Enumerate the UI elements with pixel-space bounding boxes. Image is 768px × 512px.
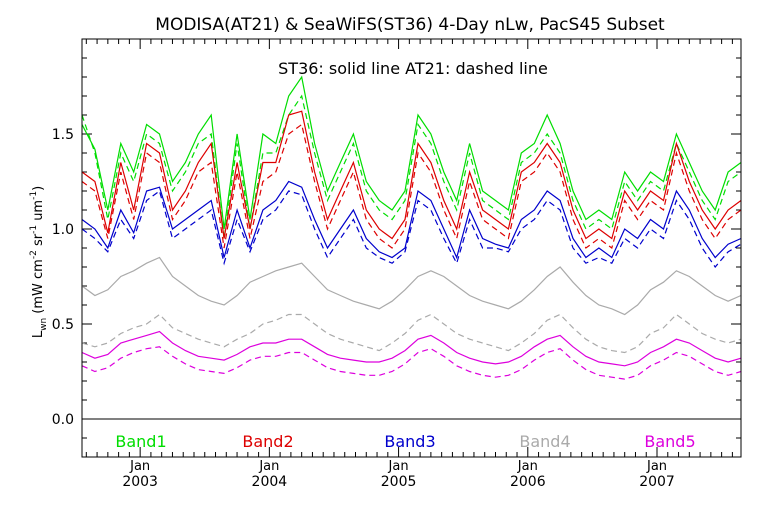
legend-label-2: Band3 (384, 432, 435, 451)
x-month-label-4: Jan (646, 459, 667, 474)
series-line-1 (81, 94, 742, 239)
y-tick-label-2: 1.0 (52, 222, 74, 238)
series-line-5 (81, 189, 742, 268)
plot-frame (81, 38, 742, 458)
series-line-8 (81, 330, 742, 367)
x-month-label-0: Jan (129, 459, 150, 474)
legend-label-1: Band2 (242, 432, 293, 451)
series-line-2 (81, 110, 742, 240)
x-year-label-3: 2006 (510, 474, 546, 490)
series-line-6 (81, 256, 742, 316)
y-tick-label-0: 0.0 (52, 412, 74, 428)
x-year-label-2: 2005 (381, 474, 417, 490)
series-line-3 (81, 123, 742, 250)
series-line-9 (81, 346, 742, 380)
legend-label-0: Band1 (115, 432, 166, 451)
x-year-label-4: 2007 (639, 474, 675, 490)
y-axis-label: Lwn (mW cm-2 sr-1 um-1) (29, 186, 49, 338)
x-month-label-1: Jan (258, 459, 279, 474)
plot-area: 0.00.51.01.5Jan2003Jan2004Jan2005Jan2006… (52, 39, 742, 490)
series-line-0 (81, 75, 742, 230)
y-tick-label-3: 1.5 (52, 127, 74, 143)
legend-label-4: Band5 (644, 432, 695, 451)
chart-title: MODISA(AT21) & SeaWiFS(ST36) 4-Day nLw, … (155, 15, 665, 35)
y-tick-label-1: 0.5 (52, 317, 74, 333)
x-month-label-3: Jan (517, 459, 538, 474)
x-month-label-2: Jan (388, 459, 409, 474)
series-line-7 (81, 313, 742, 354)
x-year-label-1: 2004 (252, 474, 288, 490)
x-year-label-0: 2003 (122, 474, 158, 490)
series-line-4 (81, 180, 742, 260)
legend-label-3: Band4 (519, 432, 570, 451)
chart-subtitle: ST36: solid line AT21: dashed line (278, 59, 548, 78)
